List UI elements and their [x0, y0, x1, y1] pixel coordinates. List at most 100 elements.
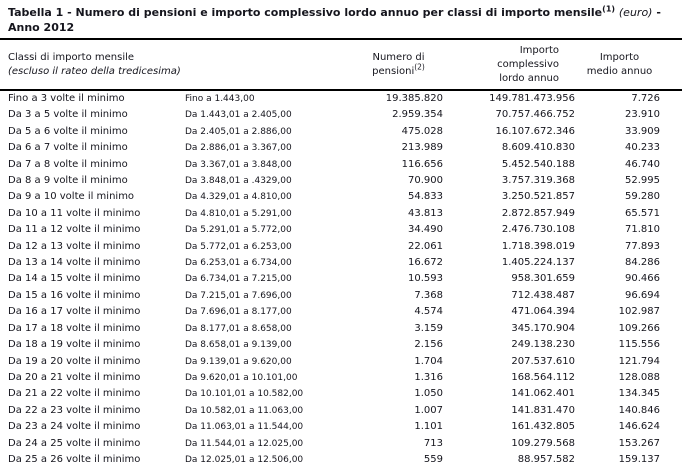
cell-importo-lordo: 88.957.582	[517, 453, 575, 465]
header-classi-line1: Classi di importo mensile	[8, 51, 135, 63]
table-title: Tabella 1 - Numero di pensioni e importo…	[8, 5, 672, 35]
cell-numero-pensioni: 4.574	[414, 306, 443, 318]
cell-importo-medio: 33.909	[625, 125, 660, 137]
table-row: Da 25 a 26 volte il minimo Da 12.025,01 a…	[0, 452, 682, 468]
table-row: Da 17 a 18 volte il minimo Da 8.177,01 a …	[0, 321, 682, 337]
cell-spacer	[662, 124, 682, 140]
cell-spacer	[662, 403, 682, 419]
cell-numero-pensioni: 559	[423, 453, 443, 465]
cell-importo-lordo: 16.107.672.346	[495, 125, 575, 137]
table-title-year: Anno 2012	[8, 21, 75, 34]
cell-importo-medio: 40.233	[625, 142, 660, 154]
cell-importo-medio: 128.088	[618, 371, 660, 383]
cell-spacer	[662, 222, 682, 238]
cell-spacer	[662, 140, 682, 156]
cell-importo-medio: 90.466	[625, 273, 660, 285]
table-row: Da 23 a 24 volte il minimo Da 11.063,01 a…	[0, 419, 682, 435]
table-row: Da 11 a 12 volte il minimo Da 5.291,01 a …	[0, 222, 682, 238]
table-row: Da 22 a 23 volte il minimo Da 10.582,01 a…	[0, 403, 682, 419]
cell-spacer	[662, 173, 682, 189]
table-row: Da 7 a 8 volte il minimo Da 3.367,01 a 3.…	[0, 157, 682, 173]
table-row: Da 9 a 10 volte il minimo Da 4.329,01 a 4…	[0, 189, 682, 205]
cell-spacer	[662, 436, 682, 452]
header-importo-medio: Importo medio annuo	[577, 39, 662, 91]
cell-spacer	[662, 419, 682, 435]
cell-importo-medio: 77.893	[625, 240, 660, 252]
cell-numero-pensioni: 2.959.354	[392, 109, 443, 121]
cell-importo-medio: 23.910	[625, 109, 660, 121]
cell-intervallo: Da 8.177,01 a 8.658,00	[185, 323, 292, 334]
table-title-main: Tabella 1 - Numero di pensioni e importo…	[8, 6, 603, 19]
cell-importo-medio: 140.846	[618, 404, 660, 416]
table-row: Da 18 a 19 volte il minimo Da 8.658,01 a …	[0, 337, 682, 353]
cell-intervallo: Da 1.443,01 a 2.405,00	[185, 110, 292, 121]
cell-classe: Fino a 3 volte il minimo	[8, 93, 125, 104]
cell-intervallo: Da 7.696,01 a 8.177,00	[185, 307, 292, 318]
cell-importo-lordo: 712.438.487	[511, 289, 575, 301]
cell-classe: Da 18 a 19 volte il minimo	[8, 339, 141, 351]
cell-importo-lordo: 5.452.540.188	[501, 158, 575, 170]
cell-importo-lordo: 70.757.466.752	[495, 109, 575, 121]
cell-intervallo: Da 11.544,01 a 12.025,00	[185, 438, 304, 449]
table-row: Da 14 a 15 volte il minimo Da 6.734,01 a …	[0, 271, 682, 287]
table-body: Fino a 3 volte il minimo Fino a 1.443,00 1…	[0, 90, 682, 468]
cell-spacer	[662, 370, 682, 386]
cell-spacer	[662, 288, 682, 304]
cell-importo-lordo: 3.250.521.857	[501, 191, 575, 203]
table-title-footnote-marker: (1)	[602, 4, 616, 14]
cell-intervallo: Da 2.405,01 a 2.886,00	[185, 126, 292, 137]
header-medio-line1: Importo	[599, 51, 640, 63]
cell-intervallo: Da 9.620,01 a 10.101,00	[185, 372, 298, 383]
table-row: Da 15 a 16 volte il minimo Da 7.215,01 a …	[0, 288, 682, 304]
cell-spacer	[662, 321, 682, 337]
cell-spacer	[662, 271, 682, 287]
cell-spacer	[662, 255, 682, 271]
cell-spacer	[662, 354, 682, 370]
cell-importo-medio: 153.267	[618, 437, 660, 449]
cell-intervallo: Fino a 1.443,00	[185, 94, 255, 104]
table-title-unit: (euro)	[618, 6, 653, 19]
cell-numero-pensioni: 1.704	[414, 355, 443, 367]
cell-classe: Da 19 a 20 volte il minimo	[8, 355, 141, 367]
header-classi-importo: Classi di importo mensile (escluso il ra…	[0, 39, 352, 91]
header-lordo-line3: lordo annuo	[499, 72, 559, 84]
cell-intervallo: Da 12.025,01 a 12.506,00	[185, 454, 304, 465]
cell-importo-lordo: 345.170.904	[511, 322, 575, 334]
cell-importo-medio: 102.987	[618, 306, 660, 318]
table-row: Da 20 a 21 volte il minimo Da 9.620,01 a …	[0, 370, 682, 386]
cell-classe: Da 6 a 7 volte il minimo	[8, 142, 128, 154]
cell-importo-medio: 159.137	[618, 453, 660, 465]
cell-importo-lordo: 141.062.401	[511, 388, 575, 400]
cell-numero-pensioni: 43.813	[408, 207, 443, 219]
cell-classe: Da 21 a 22 volte il minimo	[8, 388, 141, 400]
cell-importo-medio: 52.995	[625, 175, 660, 187]
cell-numero-pensioni: 16.672	[408, 257, 443, 269]
cell-classe: Da 17 a 18 volte il minimo	[8, 322, 141, 334]
cell-importo-medio: 84.286	[625, 257, 660, 269]
cell-importo-lordo: 3.757.319.368	[501, 175, 575, 187]
cell-importo-lordo: 161.432.805	[511, 421, 575, 433]
cell-spacer	[662, 157, 682, 173]
cell-intervallo: Da 10.101,01 a 10.582,00	[185, 389, 304, 400]
cell-classe: Da 22 a 23 volte il minimo	[8, 404, 141, 416]
cell-numero-pensioni: 1.007	[414, 404, 443, 416]
cell-importo-lordo: 109.279.568	[511, 437, 575, 449]
cell-importo-medio: 59.280	[625, 191, 660, 203]
cell-numero-pensioni: 54.833	[408, 191, 443, 203]
cell-importo-lordo: 141.831.470	[511, 404, 575, 416]
header-medio-line2: medio annuo	[586, 65, 653, 77]
table-row: Da 24 a 25 volte il minimo Da 11.544,01 a…	[0, 436, 682, 452]
cell-spacer	[662, 107, 682, 123]
cell-numero-pensioni: 19.385.820	[385, 93, 443, 104]
cell-importo-lordo: 2.476.730.108	[501, 224, 575, 236]
cell-numero-pensioni: 7.368	[414, 289, 443, 301]
cell-classe: Da 25 a 26 volte il minimo	[8, 453, 141, 465]
header-numero-pensioni: Numero di pensioni(2)	[352, 39, 445, 91]
cell-importo-medio: 71.810	[625, 224, 660, 236]
table-row: Da 12 a 13 volte il minimo Da 5.772,01 a …	[0, 239, 682, 255]
table-row: Da 8 a 9 volte il minimo Da 3.848,01 a .4…	[0, 173, 682, 189]
cell-importo-medio: 134.345	[618, 388, 660, 400]
cell-numero-pensioni: 116.656	[401, 158, 443, 170]
cell-classe: Da 16 a 17 volte il minimo	[8, 306, 141, 318]
